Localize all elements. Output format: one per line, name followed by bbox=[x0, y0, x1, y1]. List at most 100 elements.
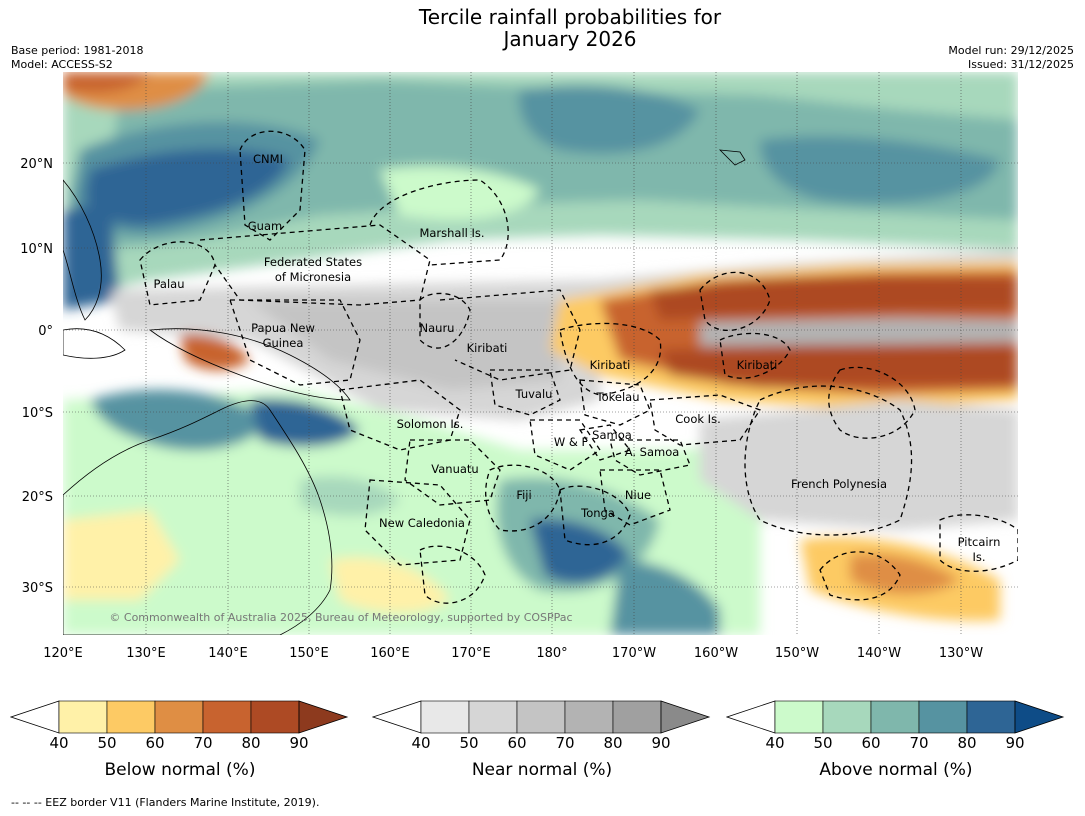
label-cook: Cook Is. bbox=[675, 412, 720, 426]
rainfall-map: CNMI Guam Marshall Is. Federated States … bbox=[20, 72, 1018, 661]
graticule bbox=[63, 72, 1018, 635]
colorbar-tick: 60 bbox=[861, 734, 881, 752]
label-cnmi: CNMI bbox=[253, 152, 283, 166]
lon-tick: 180° bbox=[536, 646, 567, 661]
copyright-text: © Commonwealth of Australia 2025, Bureau… bbox=[109, 611, 572, 624]
colorbar-tick: 50 bbox=[97, 734, 117, 752]
colorbar-extension-low bbox=[372, 700, 422, 734]
colorbar-extension-high bbox=[298, 700, 349, 734]
lon-tick: 120°E bbox=[43, 646, 83, 661]
colorbar-extension-low bbox=[10, 700, 60, 734]
lat-tick: 30°S bbox=[22, 581, 53, 596]
label-nauru: Nauru bbox=[420, 321, 455, 335]
colorbar-above-ticks: 40 50 60 70 80 90 bbox=[726, 734, 1066, 754]
lon-tick: 150°E bbox=[289, 646, 329, 661]
label-kiribati-west: Kiribati bbox=[467, 341, 508, 355]
colorbar-above-normal: 40 50 60 70 80 90 Above normal (%) bbox=[726, 700, 1066, 790]
colorbar-swatch bbox=[870, 700, 920, 734]
colorbar-extension-high bbox=[1014, 700, 1065, 734]
colorbar-tick: 70 bbox=[555, 734, 575, 752]
lon-tick: 170°W bbox=[612, 646, 656, 661]
label-niue: Niue bbox=[625, 488, 651, 502]
issued-date: Issued: 31/12/2025 bbox=[967, 58, 1074, 71]
lon-tick: 170°E bbox=[451, 646, 491, 661]
label-pitcairn-1: Pitcairn bbox=[958, 535, 1001, 549]
map-title: Tercile rainfall probabilities for Janua… bbox=[0, 6, 1085, 50]
colorbar-above-swatches bbox=[726, 700, 1065, 734]
colorbar-below-normal: 40 50 60 70 80 90 Below normal (%) bbox=[10, 700, 350, 790]
label-fsm-1: Federated States bbox=[264, 255, 362, 269]
lon-tick: 160°W bbox=[694, 646, 738, 661]
lon-tick-labels: 120°E 130°E 140°E 150°E 160°E 170°E 180°… bbox=[43, 646, 983, 661]
lat-tick: 20°N bbox=[20, 157, 53, 172]
lon-tick: 150°W bbox=[775, 646, 819, 661]
label-asamoa: A. Samoa bbox=[625, 445, 680, 459]
new-guinea-outline bbox=[148, 328, 351, 401]
probability-field: CNMI Guam Marshall Is. Federated States … bbox=[63, 72, 1018, 635]
colorbar-tick: 40 bbox=[765, 734, 785, 752]
label-kiribati-central: Kiribati bbox=[590, 358, 631, 372]
colorbar-near-normal: 40 50 60 70 80 90 Near normal (%) bbox=[372, 700, 712, 790]
colorbar-swatch bbox=[106, 700, 156, 734]
colorbar-tick: 40 bbox=[411, 734, 431, 752]
colorbar-tick: 90 bbox=[1005, 734, 1025, 752]
hawaii-outline bbox=[718, 149, 746, 166]
meta-left: Base period: 1981-2018 Model: ACCESS-S2 bbox=[11, 44, 143, 72]
label-vanuatu: Vanuatu bbox=[431, 462, 478, 476]
label-tuvalu: Tuvalu bbox=[515, 387, 553, 401]
colorbar-tick: 70 bbox=[909, 734, 929, 752]
colorbar-swatch bbox=[774, 700, 824, 734]
title-line-2: January 2026 bbox=[503, 27, 637, 51]
label-png-1: Papua New bbox=[251, 321, 315, 335]
colorbar-swatch bbox=[918, 700, 968, 734]
colorbar-swatch bbox=[420, 700, 470, 734]
colorbar-swatch bbox=[966, 700, 1016, 734]
label-fsm-2: of Micronesia bbox=[275, 270, 351, 284]
label-pitcairn-2: Is. bbox=[972, 550, 985, 564]
colorbar-swatch bbox=[58, 700, 108, 734]
probability-shading bbox=[63, 72, 1018, 635]
australia-outline bbox=[63, 400, 333, 635]
lat-tick: 10°S bbox=[22, 406, 53, 421]
colorbar-swatch bbox=[468, 700, 518, 734]
colorbar-swatch bbox=[202, 700, 252, 734]
colorbar-tick: 80 bbox=[957, 734, 977, 752]
colorbar-swatch bbox=[822, 700, 872, 734]
label-wf: W & F bbox=[554, 435, 588, 449]
colorbar-swatch bbox=[516, 700, 566, 734]
colorbar-tick: 60 bbox=[145, 734, 165, 752]
colorbar-near-label: Near normal (%) bbox=[471, 760, 613, 780]
lat-tick: 20°S bbox=[22, 490, 53, 505]
colorbar-tick: 80 bbox=[603, 734, 623, 752]
colorbar-near-ticks: 40 50 60 70 80 90 bbox=[372, 734, 712, 754]
colorbar-tick: 80 bbox=[241, 734, 261, 752]
colorbar-tick: 60 bbox=[507, 734, 527, 752]
lat-tick: 0° bbox=[38, 324, 53, 339]
colorbar-tick: 90 bbox=[289, 734, 309, 752]
label-marshall: Marshall Is. bbox=[419, 226, 484, 240]
label-new-caledonia: New Caledonia bbox=[379, 516, 465, 530]
label-kiribati-east: Kiribati bbox=[737, 358, 778, 372]
colorbar-near-swatches bbox=[372, 700, 711, 734]
meta-right: Model run: 29/12/2025 Issued: 31/12/2025 bbox=[948, 44, 1074, 72]
lon-tick: 160°E bbox=[370, 646, 410, 661]
eez-footnote: -- -- -- EEZ border V11 (Flanders Marine… bbox=[11, 796, 320, 809]
colorbar-below-label: Below normal (%) bbox=[104, 760, 256, 780]
eez-borders bbox=[139, 130, 1018, 604]
lat-tick: 10°N bbox=[20, 242, 53, 257]
philippines-outline bbox=[63, 179, 102, 321]
model-run: Model run: 29/12/2025 bbox=[948, 44, 1074, 57]
label-solomon: Solomon Is. bbox=[397, 417, 464, 431]
colorbar-tick: 50 bbox=[813, 734, 833, 752]
label-french-polynesia: French Polynesia bbox=[791, 477, 887, 491]
label-tonga: Tonga bbox=[580, 506, 615, 520]
lon-tick: 130°E bbox=[126, 646, 166, 661]
borneo-outline bbox=[63, 328, 126, 359]
label-png-2: Guinea bbox=[263, 336, 304, 350]
label-tokelau: Tokelau bbox=[596, 390, 640, 404]
lon-tick: 140°W bbox=[857, 646, 901, 661]
model-name: Model: ACCESS-S2 bbox=[11, 58, 113, 71]
label-fiji: Fiji bbox=[516, 488, 531, 502]
lon-tick: 140°E bbox=[208, 646, 248, 661]
label-guam: Guam bbox=[248, 219, 282, 233]
